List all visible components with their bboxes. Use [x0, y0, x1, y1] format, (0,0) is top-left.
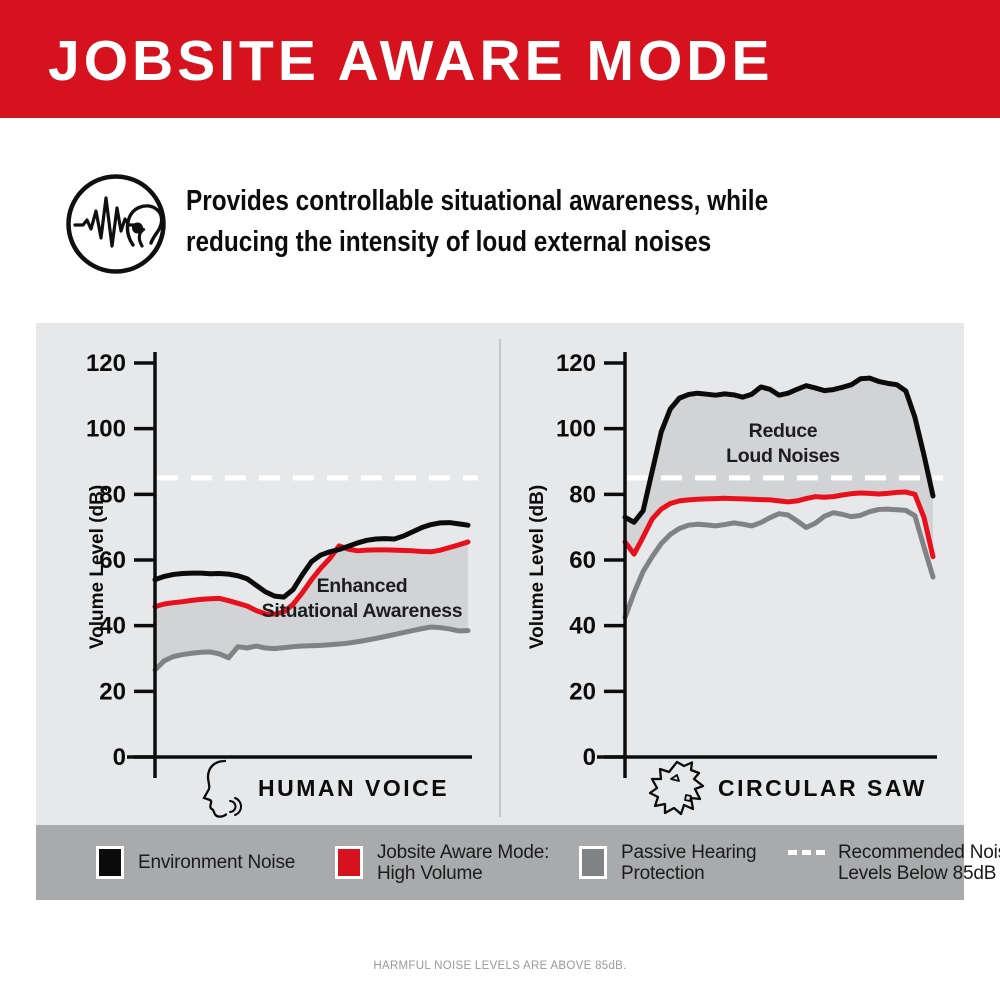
y-tick-label: 120 [86, 350, 126, 377]
legend-item-jobsite-aware-mode: Jobsite Aware Mode: High Volume [335, 825, 549, 900]
chart-circular-saw: 0 20 40 60 80 100 120 Volume Level (dB) Reduce Lo… [527, 350, 943, 778]
series-line-environment-noise [152, 520, 471, 600]
y-axis-title: Volume Level (dB) [527, 485, 548, 649]
annotation-situational-awareness: Situational Awareness [262, 600, 463, 622]
y-tick-label: 40 [99, 613, 126, 640]
legend-bar: Environment Noise Jobsite Aware Mode: Hi… [36, 825, 1000, 900]
legend-swatch-red [335, 846, 363, 879]
legend-label: Passive Hearing Protection [621, 841, 757, 884]
legend-label: Recommended Noise Levels Below 85dB [838, 842, 1000, 884]
circular-saw-icon [648, 760, 705, 816]
legend-text: Recommended Noise [838, 841, 1000, 863]
legend-item-passive-hearing: Passive Hearing Protection [579, 825, 757, 900]
y-tick-label: 120 [556, 350, 596, 377]
y-tick-label: 0 [583, 744, 596, 771]
legend-dash-sample [788, 850, 825, 855]
y-tick-label: 20 [569, 678, 596, 705]
series-line-environment-noise [622, 375, 936, 525]
footer-note: HARMFUL NOISE LEVELS ARE ABOVE 85dB. [373, 960, 627, 972]
legend-label: Jobsite Aware Mode: High Volume [377, 842, 549, 884]
page-title: JOBSITE AWARE MODE [48, 29, 774, 93]
legend-text: Environment Noise [138, 852, 296, 873]
legend-text: Jobsite Aware Mode: [377, 841, 550, 863]
y-tick-label: 100 [86, 416, 126, 443]
series-line-passive-hearing-protection [152, 624, 471, 673]
band-reduce-loud-noises [625, 378, 933, 557]
legend-text: Levels Below 85dB [838, 862, 997, 884]
legend-item-environment-noise: Environment Noise [96, 825, 295, 900]
chart-title-human-voice: HUMAN VOICE [258, 774, 450, 801]
speaking-face-icon [202, 759, 242, 818]
legend-label: Environment Noise [138, 852, 295, 873]
y-tick-label: 100 [556, 416, 596, 443]
annotation-reduce: Reduce [749, 420, 818, 442]
intro-line-1: Provides controllable situational awaren… [186, 185, 769, 217]
legend-text: High Volume [377, 862, 483, 884]
annotation-loud-noises: Loud Noises [726, 445, 840, 467]
chart-human-voice: 0 20 40 60 80 100 120 Volume Level (dB) Enhanced… [86, 350, 478, 778]
intro-line-2: reducing the intensity of loud external … [186, 226, 712, 258]
ear-soundwave-icon [66, 174, 166, 274]
xcaption-circular-saw: CIRCULAR SAW [647, 758, 927, 818]
series-line-jobsite-aware-mode-high-volume [622, 489, 936, 560]
header-banner: JOBSITE AWARE MODE [0, 0, 1000, 118]
legend-text: Protection [621, 862, 705, 884]
chart-title-circular-saw: CIRCULAR SAW [718, 774, 927, 801]
legend-swatch-black [96, 846, 124, 879]
intro-description: Provides controllable situational awaren… [186, 181, 768, 263]
y-tick-label: 0 [113, 744, 126, 771]
xcaption-human-voice: HUMAN VOICE [197, 758, 449, 818]
y-tick-label: 60 [99, 547, 126, 574]
y-tick-label: 20 [99, 678, 126, 705]
y-tick-label: 80 [99, 481, 126, 508]
annotation-enhanced: Enhanced [317, 575, 408, 597]
y-tick-label: 40 [569, 613, 596, 640]
y-tick-label: 80 [569, 481, 596, 508]
legend-text: Passive Hearing [621, 841, 757, 863]
legend-swatch-gray [579, 846, 607, 879]
y-tick-label: 60 [569, 547, 596, 574]
panel-divider [499, 339, 501, 817]
band-enhanced-situational-awareness [155, 541, 468, 670]
legend-item-recommended-level: Recommended Noise Levels Below 85dB [788, 825, 1000, 900]
y-axis-title: Volume Level (dB) [87, 485, 108, 649]
series-line-jobsite-aware-mode-high-volume [152, 539, 471, 617]
series-line-passive-hearing-protection [622, 506, 936, 620]
